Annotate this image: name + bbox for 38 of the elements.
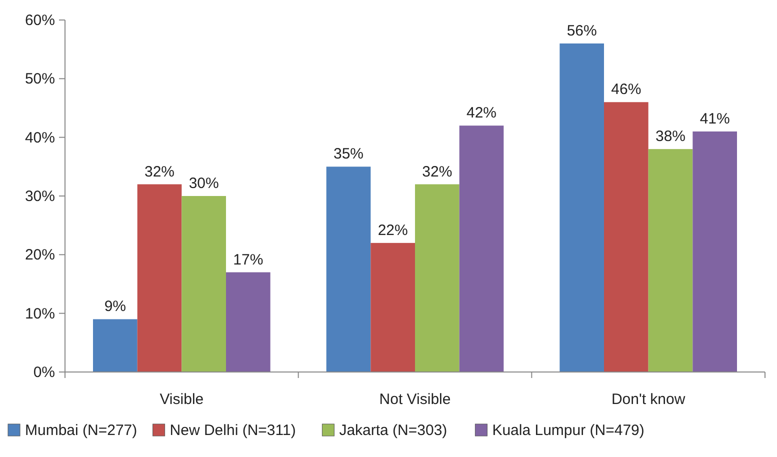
y-tick-label: 30% bbox=[24, 188, 55, 205]
legend-label: Mumbai (N=277) bbox=[25, 422, 138, 439]
legend-label: New Delhi (N=311) bbox=[170, 422, 296, 439]
x-tick-label: Not Visible bbox=[379, 391, 451, 408]
bar bbox=[648, 149, 693, 372]
data-label: 56% bbox=[566, 22, 597, 40]
data-label: 17% bbox=[233, 251, 264, 268]
data-label: 22% bbox=[378, 222, 408, 239]
data-label: 32% bbox=[422, 163, 452, 180]
y-tick-label: 50% bbox=[24, 70, 55, 88]
bar bbox=[137, 184, 182, 372]
data-label: 38% bbox=[655, 128, 686, 146]
y-tick-label: 40% bbox=[24, 129, 55, 146]
y-tick-label: 20% bbox=[24, 246, 55, 264]
bar bbox=[93, 319, 138, 372]
bar bbox=[604, 102, 648, 372]
bar bbox=[370, 242, 415, 372]
x-tick-label: Visible bbox=[160, 391, 204, 408]
bar bbox=[326, 166, 371, 372]
bar bbox=[182, 196, 226, 372]
data-label: 35% bbox=[333, 146, 364, 163]
y-tick-label: 10% bbox=[24, 305, 55, 322]
bar bbox=[560, 43, 604, 372]
bar bbox=[415, 184, 460, 372]
data-label: 9% bbox=[104, 298, 126, 316]
data-label: 42% bbox=[466, 104, 497, 122]
y-tick-label: 60% bbox=[24, 12, 55, 29]
data-label: 30% bbox=[188, 175, 219, 192]
x-tick-label: Don't know bbox=[611, 391, 686, 408]
bar bbox=[459, 126, 504, 372]
bar bbox=[226, 272, 270, 372]
data-label: 46% bbox=[611, 81, 642, 98]
data-label: 32% bbox=[144, 163, 175, 180]
data-label: 41% bbox=[700, 110, 730, 128]
y-tick-label: 0% bbox=[33, 364, 55, 381]
bar bbox=[692, 131, 737, 372]
legend-label: Kuala Lumpur (N=479) bbox=[492, 422, 644, 439]
legend-label: Jakarta (N=303) bbox=[339, 422, 448, 439]
